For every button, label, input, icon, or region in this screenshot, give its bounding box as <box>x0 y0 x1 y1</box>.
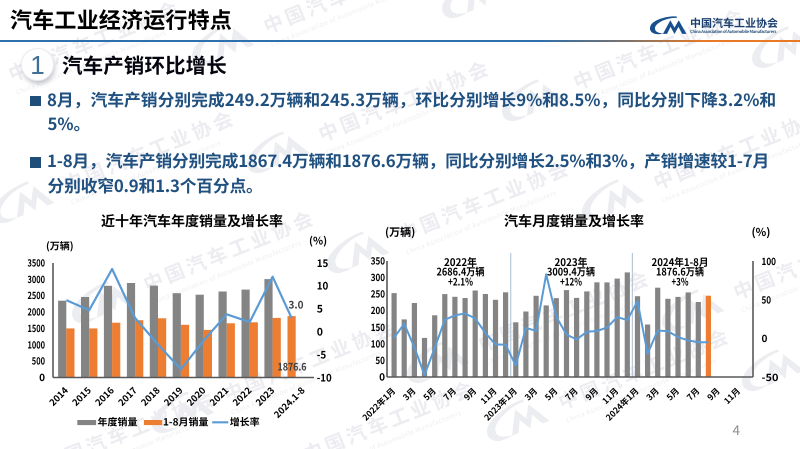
svg-text:2023: 2023 <box>252 383 277 408</box>
svg-text:3月: 3月 <box>644 385 662 403</box>
svg-text:-5: -5 <box>317 347 327 362</box>
svg-text:近十年汽车年度销量及增长率: 近十年汽车年度销量及增长率 <box>101 211 283 231</box>
svg-text:2500: 2500 <box>28 287 46 302</box>
svg-text:2021: 2021 <box>206 383 231 408</box>
svg-text:15: 15 <box>317 256 329 271</box>
svg-text:1500: 1500 <box>28 320 46 335</box>
svg-text:+2.1%: +2.1% <box>448 274 473 289</box>
svg-text:3月: 3月 <box>400 385 418 403</box>
svg-text:2018: 2018 <box>137 383 163 409</box>
svg-text:2024年1-8月: 2024年1-8月 <box>652 255 709 270</box>
svg-text:0: 0 <box>39 369 45 384</box>
svg-text:9月: 9月 <box>461 385 479 403</box>
svg-text:3月: 3月 <box>522 385 540 403</box>
svg-text:200: 200 <box>371 302 385 317</box>
svg-text:汽车月度销量及增长率: 汽车月度销量及增长率 <box>504 211 644 231</box>
svg-text:1-8月销量: 1-8月销量 <box>163 414 209 429</box>
svg-text:1876.6: 1876.6 <box>278 360 307 375</box>
svg-text:5月: 5月 <box>664 385 682 403</box>
svg-text:2022年: 2022年 <box>444 255 477 270</box>
svg-text:0: 0 <box>762 330 768 345</box>
svg-text:(万辆): (万辆) <box>46 238 74 253</box>
svg-text:-50: -50 <box>762 369 779 384</box>
svg-text:(万辆): (万辆) <box>385 224 415 240</box>
svg-text:50: 50 <box>762 291 772 306</box>
svg-text:3500: 3500 <box>28 255 46 270</box>
svg-text:(%): (%) <box>309 234 327 249</box>
svg-text:2686.4万辆: 2686.4万辆 <box>437 265 485 280</box>
svg-text:增长率: 增长率 <box>230 414 260 429</box>
svg-text:-10: -10 <box>317 370 332 385</box>
svg-text:2023年: 2023年 <box>555 255 588 270</box>
svg-text:300: 300 <box>371 269 385 284</box>
svg-text:9月: 9月 <box>583 385 601 403</box>
svg-text:500: 500 <box>32 353 45 368</box>
svg-text:+3%: +3% <box>672 274 689 289</box>
svg-text:350: 350 <box>371 253 385 268</box>
svg-text:2014: 2014 <box>45 383 71 409</box>
svg-text:3000: 3000 <box>28 271 46 286</box>
svg-text:2017: 2017 <box>114 383 140 409</box>
svg-text:7月: 7月 <box>684 385 702 403</box>
svg-text:+12%: +12% <box>560 274 582 289</box>
svg-text:2022: 2022 <box>229 383 255 409</box>
svg-text:(%): (%) <box>752 224 771 240</box>
svg-text:1876.6万辆: 1876.6万辆 <box>656 265 704 280</box>
svg-text:2020: 2020 <box>183 383 209 409</box>
svg-text:0: 0 <box>379 369 385 384</box>
svg-text:100: 100 <box>762 253 777 268</box>
svg-text:年度销量: 年度销量 <box>98 414 138 429</box>
svg-text:100: 100 <box>371 335 385 350</box>
svg-text:5: 5 <box>317 302 323 317</box>
svg-text:2024.1-8: 2024.1-8 <box>270 383 308 421</box>
svg-text:0: 0 <box>317 325 323 340</box>
svg-text:7月: 7月 <box>562 385 580 403</box>
svg-text:3009.4万辆: 3009.4万辆 <box>547 265 595 280</box>
svg-text:9月: 9月 <box>704 385 722 403</box>
svg-text:150: 150 <box>371 319 385 334</box>
svg-text:250: 250 <box>371 286 385 301</box>
svg-text:10: 10 <box>317 279 329 294</box>
svg-text:50: 50 <box>375 352 385 367</box>
svg-text:3.0: 3.0 <box>289 298 304 313</box>
svg-text:5月: 5月 <box>421 385 439 403</box>
svg-text:2000: 2000 <box>28 304 46 319</box>
svg-text:1000: 1000 <box>28 336 46 351</box>
svg-text:11月: 11月 <box>721 385 743 407</box>
svg-text:2015: 2015 <box>68 383 93 408</box>
svg-text:2022年1月: 2022年1月 <box>360 385 398 423</box>
svg-text:7月: 7月 <box>441 385 459 403</box>
svg-text:5月: 5月 <box>542 385 560 403</box>
svg-text:2019: 2019 <box>160 383 186 409</box>
svg-text:2016: 2016 <box>91 383 117 409</box>
